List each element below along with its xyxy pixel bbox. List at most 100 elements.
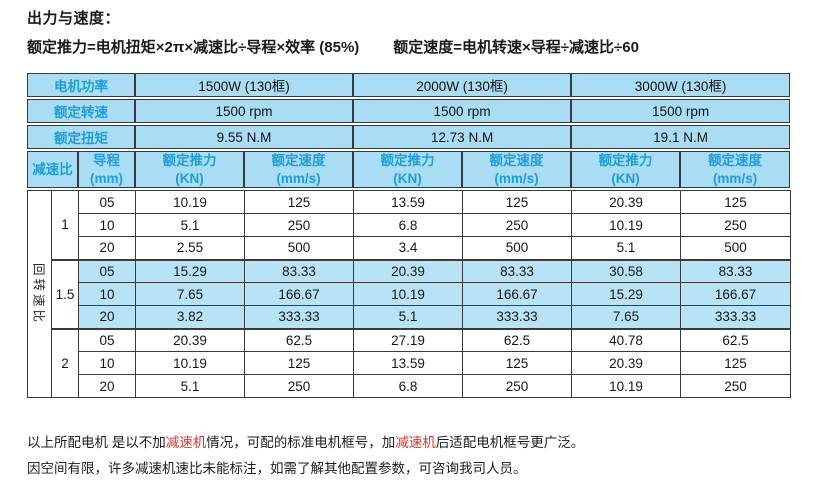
value-cell: 166.67 <box>244 282 354 307</box>
lead-cell: 20 <box>78 374 136 399</box>
note-line-2: 因空间有限，许多减速机速比未能标注，如需了解其他配置参数，可咨询我司人员。 <box>27 461 527 477</box>
value-cell: 125 <box>680 190 791 215</box>
rated-speed-value: 1500 rpm <box>135 99 354 123</box>
value-cell: 13.59 <box>353 351 463 376</box>
rated-torque-label: 额定扭矩 <box>27 125 136 149</box>
spec-table: 电机功率 1500W (130框) 2000W (130框) 3000W (13… <box>27 71 791 399</box>
value-cell: 500 <box>462 236 572 261</box>
ratio-cell: 2 <box>51 327 79 399</box>
value-cell: 500 <box>244 236 354 261</box>
speed-column-header: 额定速度 (mm/s) <box>244 151 354 189</box>
value-cell: 250 <box>680 213 791 238</box>
reducer-highlight: 减速机 <box>165 435 207 450</box>
value-cell: 125 <box>680 351 791 376</box>
value-cell: 10.19 <box>353 282 463 307</box>
reducer-highlight: 减速机 <box>395 435 436 450</box>
value-cell: 6.8 <box>353 374 463 399</box>
value-cell: 13.59 <box>353 190 463 215</box>
value-cell: 5.1 <box>135 374 245 399</box>
table-row: 回转速比 1 05 10.19 125 13.59 125 20.39 125 <box>27 190 791 399</box>
page-title: 出力与速度： <box>27 10 121 27</box>
value-cell: 500 <box>680 236 791 261</box>
lead-cell: 10 <box>78 213 136 238</box>
value-cell: 333.33 <box>462 305 572 330</box>
rated-speed-row: 额定转速 1500 rpm 1500 rpm 1500 rpm <box>27 99 791 123</box>
value-cell: 20.39 <box>571 190 681 215</box>
lead-cell: 10 <box>78 351 136 376</box>
motor-power-label: 电机功率 <box>27 73 136 97</box>
footnotes: 以上所配电机 是以不加减速机情况，可配的标准电机框号，加减速机后适配电机框号更广… <box>27 430 584 481</box>
value-cell: 7.65 <box>135 282 245 307</box>
note-line-1: 以上所配电机 是以不加减速机情况，可配的标准电机框号，加减速机后适配电机框号更广… <box>27 430 584 456</box>
value-cell: 10.19 <box>571 213 681 238</box>
value-cell: 5.1 <box>571 236 681 261</box>
value-cell: 5.1 <box>353 305 463 330</box>
value-cell: 10.19 <box>571 374 681 399</box>
value-cell: 166.67 <box>680 282 791 307</box>
value-cell: 62.5 <box>680 327 791 353</box>
value-cell: 166.67 <box>462 282 572 307</box>
table-row: 10 5.1 250 6.8 250 10.19 250 <box>28 213 791 238</box>
value-cell: 10.19 <box>135 351 245 376</box>
rotation-ratio-vertical-label: 回转速比 <box>31 263 45 326</box>
table-row: 1.5 05 15.29 83.33 20.39 83.33 30.58 83.… <box>28 258 791 330</box>
thrust-formula: 额定推力=电机扭矩×2π×减速比÷导程×效率 (85%) <box>27 39 360 56</box>
note-text: 后适配电机框号更广泛。 <box>435 435 585 450</box>
value-cell: 20.39 <box>135 327 245 353</box>
motor-power-row: 电机功率 1500W (130框) 2000W (130框) 3000W (13… <box>27 73 791 97</box>
value-cell: 2.55 <box>135 236 245 261</box>
value-cell: 62.5 <box>462 327 572 353</box>
lead-cell: 10 <box>78 282 136 307</box>
table-row: 10 10.19 125 13.59 125 20.39 125 <box>28 351 791 376</box>
value-cell: 10.19 <box>135 190 245 215</box>
speed-formula: 额定速度=电机转速×导程÷减速比÷60 <box>393 39 639 56</box>
value-cell: 7.65 <box>571 305 681 330</box>
lead-cell: 05 <box>78 190 136 215</box>
rated-speed-label: 额定转速 <box>27 99 136 123</box>
speed-column-header: 额定速度 (mm/s) <box>462 151 572 189</box>
value-cell: 30.58 <box>571 258 681 284</box>
note-text: 情况，可配的标准电机框号，加 <box>206 435 396 450</box>
lead-cell: 20 <box>78 236 136 261</box>
motor-power-value: 1500W (130框) <box>135 73 354 97</box>
lead-cell: 05 <box>78 327 136 353</box>
value-cell: 6.8 <box>353 213 463 238</box>
value-cell: 83.33 <box>244 258 354 284</box>
value-cell: 250 <box>680 374 791 399</box>
rated-torque-value: 12.73 N.M <box>353 125 572 149</box>
thrust-column-header: 额定推力 (KN) <box>571 151 681 189</box>
table-row: 2 05 20.39 62.5 27.19 62.5 40.78 62.5 <box>28 327 791 399</box>
lead-cell: 20 <box>78 305 136 330</box>
value-cell: 62.5 <box>244 327 354 353</box>
lead-cell: 05 <box>78 258 136 284</box>
motor-spec-header-table: 电机功率 1500W (130框) 2000W (130框) 3000W (13… <box>27 71 791 190</box>
thrust-column-header: 额定推力 (KN) <box>135 151 245 189</box>
ratio-column-header: 减速比 <box>27 151 78 189</box>
table-row: 20 3.82 333.33 5.1 333.33 7.65 333.33 <box>28 305 791 330</box>
side-label-cell: 回转速比 <box>27 190 52 399</box>
value-cell: 250 <box>244 213 354 238</box>
rated-speed-value: 1500 rpm <box>571 99 791 123</box>
rated-speed-value: 1500 rpm <box>353 99 572 123</box>
motor-power-value: 2000W (130框) <box>353 73 572 97</box>
value-cell: 20.39 <box>353 258 463 284</box>
lead-column-header: 导程 (mm) <box>78 151 136 189</box>
value-cell: 250 <box>462 213 572 238</box>
ratio-cell: 1.5 <box>51 258 79 330</box>
value-cell: 83.33 <box>680 258 791 284</box>
column-header-row: 减速比 导程 (mm) 额定推力 (KN) 额定速度 (mm/s) 额定推力 (… <box>27 151 791 189</box>
value-cell: 15.29 <box>135 258 245 284</box>
thrust-column-header: 额定推力 (KN) <box>353 151 463 189</box>
ratio-data-table: 回转速比 1 05 10.19 125 13.59 125 20.39 125 … <box>27 190 791 399</box>
value-cell: 125 <box>462 190 572 215</box>
motor-power-value: 3000W (130框) <box>571 73 791 97</box>
note-text: 以上所配电机 是以不加 <box>27 435 166 450</box>
value-cell: 15.29 <box>571 282 681 307</box>
rated-torque-row: 额定扭矩 9.55 N.M 12.73 N.M 19.1 N.M <box>27 125 791 149</box>
value-cell: 83.33 <box>462 258 572 284</box>
value-cell: 3.82 <box>135 305 245 330</box>
value-cell: 5.1 <box>135 213 245 238</box>
table-row: 20 2.55 500 3.4 500 5.1 500 <box>28 236 791 261</box>
value-cell: 40.78 <box>571 327 681 353</box>
